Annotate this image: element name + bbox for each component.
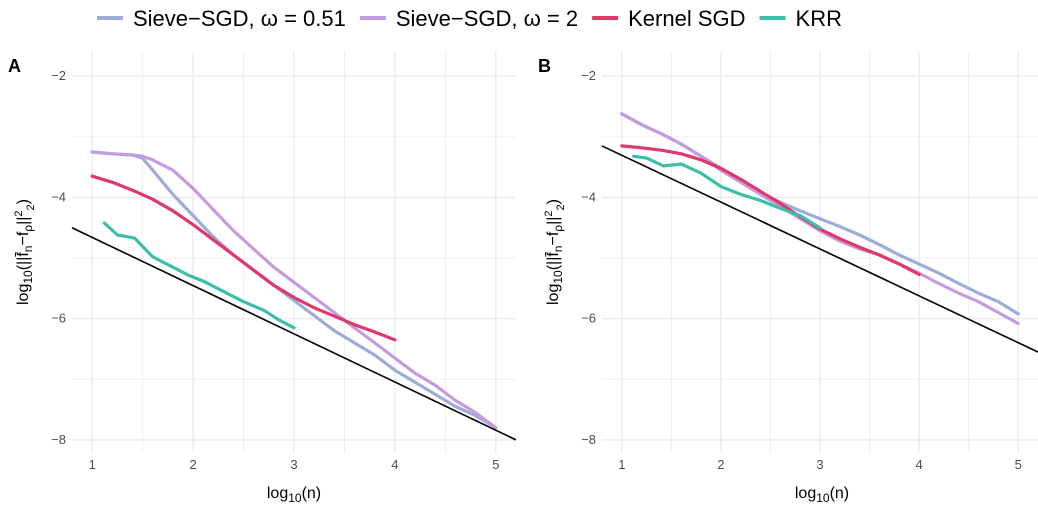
grid [72, 52, 516, 452]
x-tick-label: 3 [816, 457, 823, 472]
x-tick-label: 1 [618, 457, 625, 472]
x-tick-label: 2 [189, 457, 196, 472]
y-tick-label: −4 [51, 189, 66, 204]
y-tick-label: −8 [581, 432, 596, 447]
series-line-kernel-sgd [620, 144, 921, 276]
series-line-sieve-sgd-2 [90, 150, 498, 430]
y-tick-label: −2 [581, 68, 596, 83]
legend-label-2: Kernel SGD [628, 6, 745, 31]
x-tick-label: 5 [1015, 457, 1022, 472]
y-axis-label: log10(||f̄n−fρ||22) [543, 199, 567, 305]
y-tick-label: −8 [51, 432, 66, 447]
x-tick-label: 2 [717, 457, 724, 472]
series-line-krr [632, 154, 822, 230]
panel-label: B [538, 56, 551, 76]
panel-label: A [8, 56, 21, 76]
x-axis-label: log10(n) [795, 485, 849, 505]
series-line-kernel-sgd [90, 174, 397, 342]
y-tick-label: −6 [51, 311, 66, 326]
legend: Sieve−SGD, ω = 0.51 Sieve−SGD, ω = 2 Kerne… [97, 6, 842, 31]
y-tick-label: −6 [581, 311, 596, 326]
legend-label-3: KRR [796, 6, 842, 31]
legend-label-1: Sieve−SGD, ω = 2 [396, 6, 578, 31]
x-tick-label: 5 [492, 457, 499, 472]
reference-line [71, 227, 517, 441]
series-line-sieve-sgd-2 [620, 112, 1020, 326]
y-axis-label: log10(||f̄n−fρ||22) [13, 199, 37, 305]
x-tick-label: 3 [290, 457, 297, 472]
y-tick-label: −4 [581, 189, 596, 204]
y-tick-label: −2 [51, 68, 66, 83]
legend-label-0: Sieve−SGD, ω = 0.51 [133, 6, 346, 31]
x-axis-label: log10(n) [267, 485, 321, 505]
grid [602, 52, 1038, 452]
x-tick-label: 4 [391, 457, 398, 472]
x-tick-label: 4 [915, 457, 922, 472]
reference-line [601, 145, 1038, 353]
x-tick-label: 1 [89, 457, 96, 472]
series-line-krr [102, 221, 296, 330]
